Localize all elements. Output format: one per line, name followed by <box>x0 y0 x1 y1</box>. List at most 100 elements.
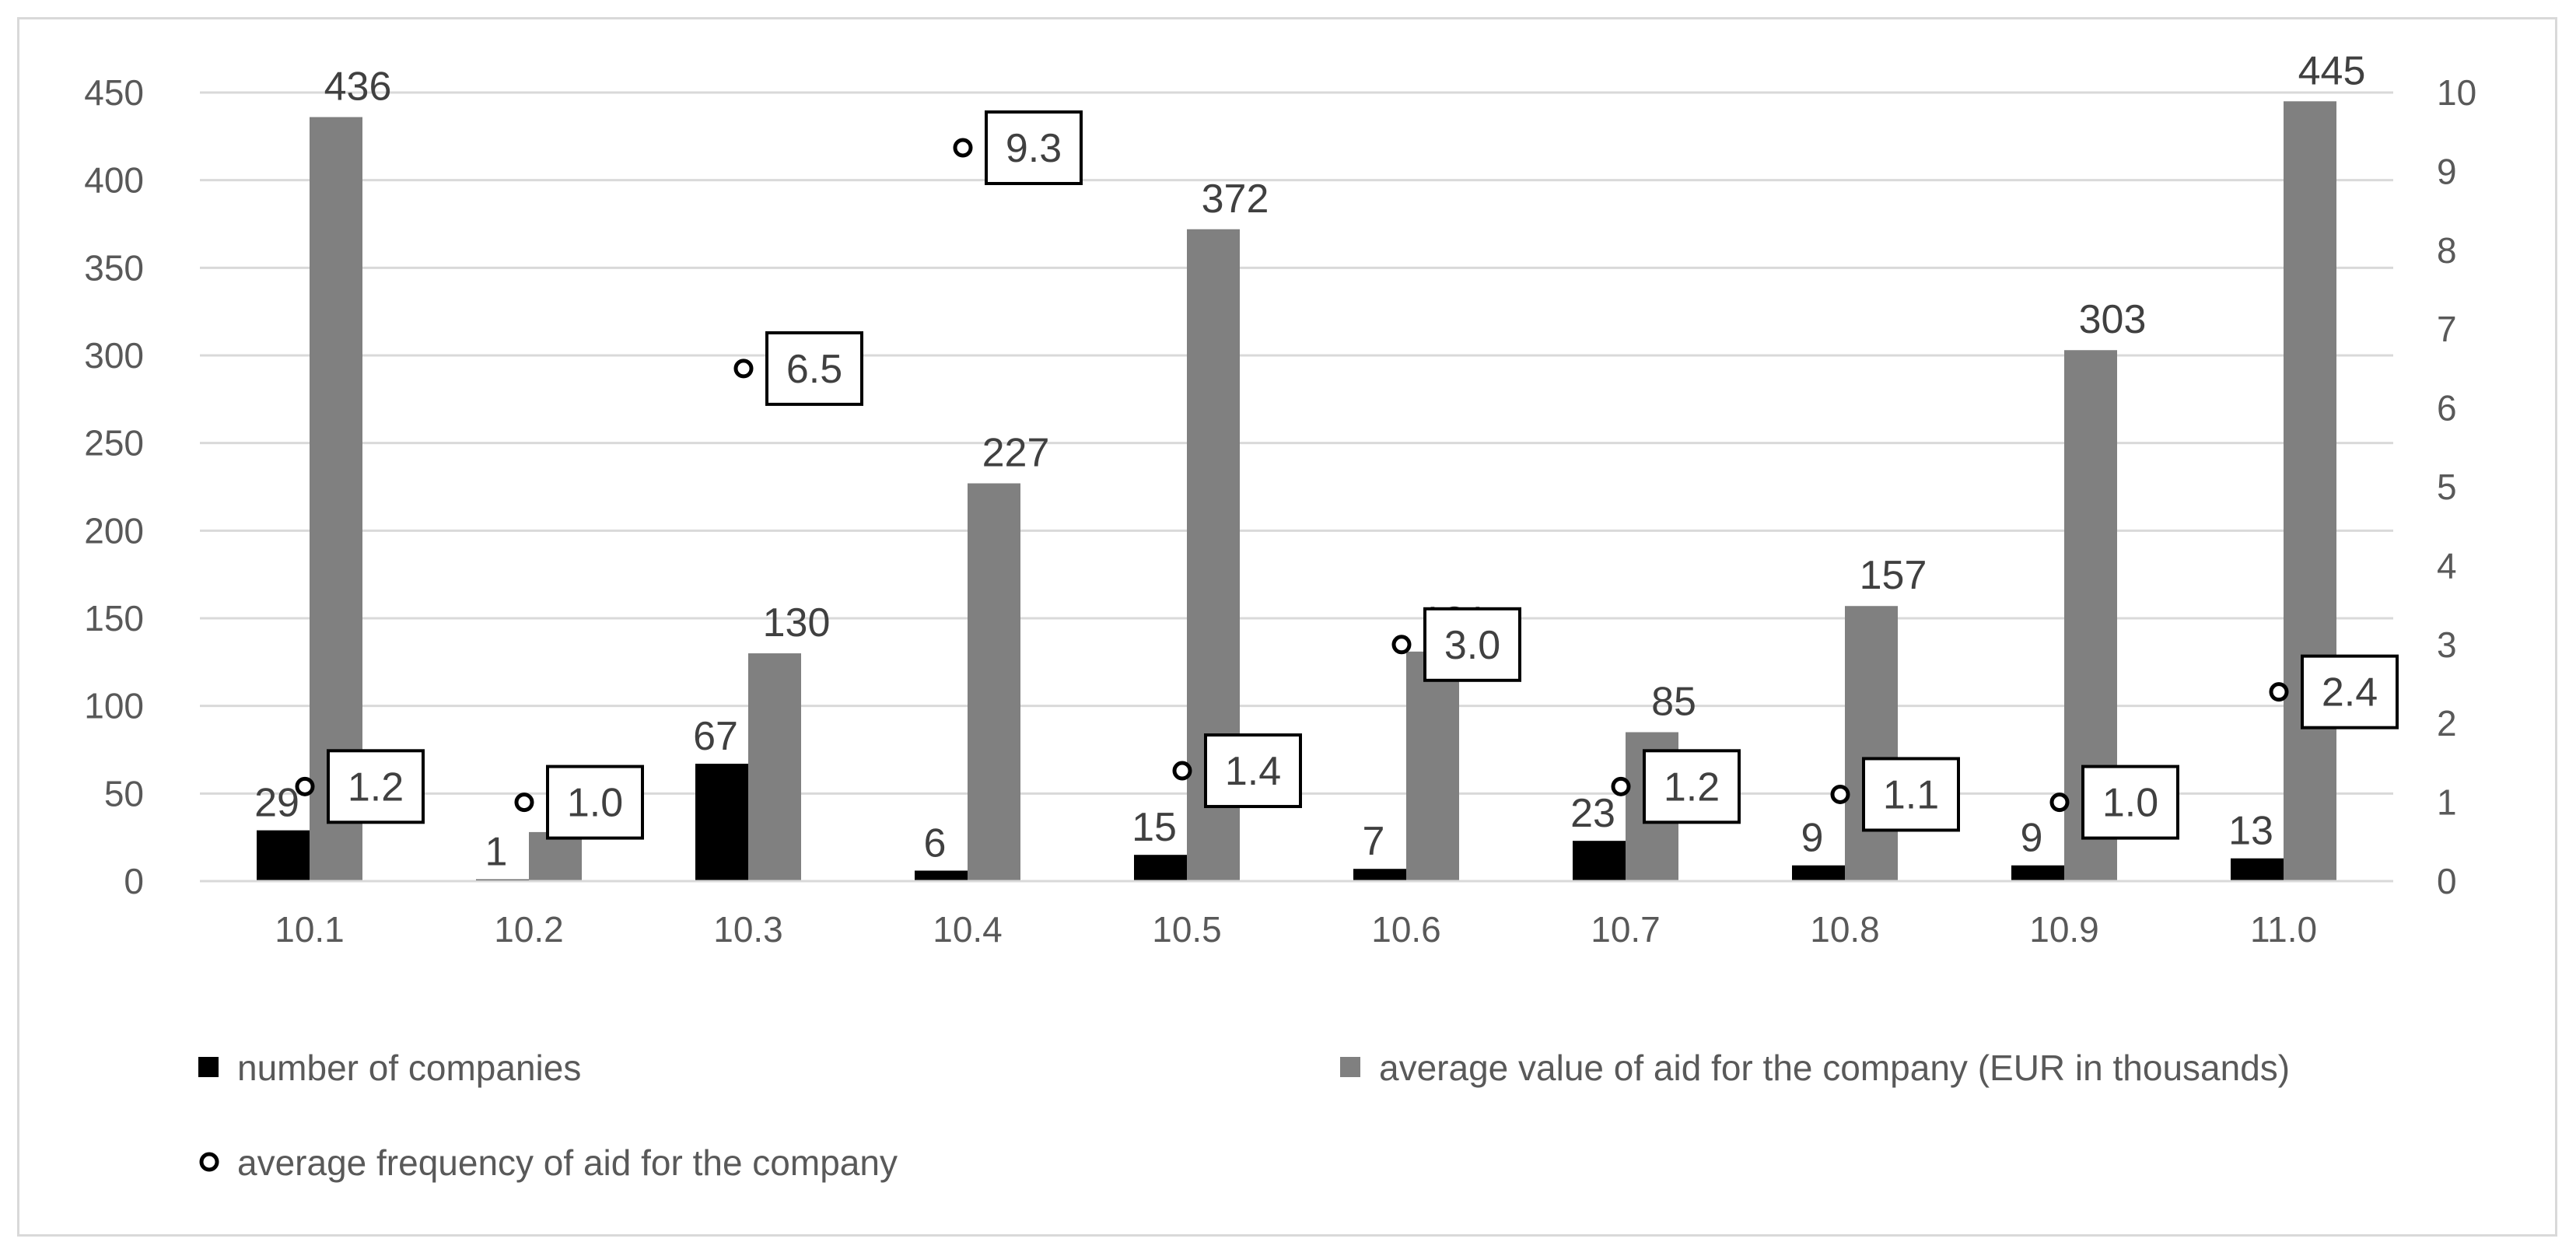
frequency-label-box <box>327 749 425 824</box>
data-label-companies: 9 <box>2021 816 2043 861</box>
data-label-companies: 13 <box>2228 809 2273 854</box>
legend-label-average-value: average value of aid for the company (EU… <box>1379 1048 2290 1088</box>
left-tick-label: 450 <box>84 72 144 113</box>
left-tick-label: 400 <box>84 160 144 201</box>
right-tick-label: 8 <box>2437 230 2457 271</box>
data-label-frequency: 1.2 <box>1664 764 1720 810</box>
x-tick-label: 10.8 <box>1810 909 1880 950</box>
right-tick-label: 1 <box>2437 782 2457 823</box>
left-tick-label: 50 <box>104 773 144 813</box>
x-tick-label: 10.4 <box>933 909 1003 950</box>
data-label-frequency: 3.0 <box>1444 623 1500 668</box>
bar-average-value <box>2284 101 2336 881</box>
chart-frame: 0 50 100 150 200 250 300 350 400 450 0 1 2 3 4 5 6 7 8 9 10… <box>17 17 2557 1237</box>
point-frequency <box>2049 792 2070 813</box>
right-tick-label: 4 <box>2437 545 2457 586</box>
frequency-label-box <box>765 331 863 406</box>
bar-average-value <box>748 653 801 881</box>
legend-swatch-average-value <box>1340 1057 1360 1077</box>
point-frequency <box>1172 761 1192 781</box>
data-labels: 2943612867130622715372713123859157930313… <box>254 48 2365 874</box>
legend-label-frequency: average frequency of aid for the company <box>237 1142 898 1183</box>
left-tick-label: 200 <box>84 510 144 551</box>
left-tick-label: 250 <box>84 423 144 464</box>
right-tick-label: 10 <box>2437 72 2476 113</box>
right-y-axis: 0 1 2 3 4 5 6 7 8 9 10 <box>2437 72 2476 901</box>
data-label-frequency: 1.2 <box>348 764 404 810</box>
point-frequency <box>1391 635 1412 655</box>
x-tick-label: 10.2 <box>494 909 564 950</box>
legend-swatch-companies <box>198 1057 219 1077</box>
left-tick-label: 100 <box>84 686 144 726</box>
bar-number-of-companies <box>1353 869 1406 881</box>
data-label-average-value: 157 <box>1860 553 1927 598</box>
x-tick-label: 10.3 <box>713 909 783 950</box>
bar-number-of-companies <box>2231 858 2284 881</box>
right-tick-label: 7 <box>2437 309 2457 349</box>
frequency-label-box <box>1423 607 1521 682</box>
data-label-frequency: 2.4 <box>2322 670 2378 715</box>
legend-label-companies: number of companies <box>237 1048 581 1088</box>
left-tick-label: 300 <box>84 335 144 376</box>
data-label-companies: 23 <box>1570 791 1615 836</box>
bar-average-value <box>1406 651 1459 881</box>
data-label-companies: 29 <box>254 781 299 826</box>
bar-number-of-companies <box>257 830 310 881</box>
data-label-average-value: 372 <box>1202 177 1269 222</box>
x-axis: 10.1 10.2 10.3 10.4 10.5 10.6 10.7 10.8 10.9 11.0 <box>200 880 2393 950</box>
left-tick-label: 350 <box>84 247 144 288</box>
data-label-frequency: 1.0 <box>2102 781 2158 826</box>
bar-average-value <box>529 831 582 881</box>
frequency-label-box <box>1643 749 1741 824</box>
bar-number-of-companies <box>695 764 748 881</box>
right-tick-label: 3 <box>2437 625 2457 665</box>
frequency-label-box <box>1862 757 1960 832</box>
frequency-points: 1.2 1.0 6.5 9.3 1.4 3.0 1.2 1.1 1.0 2.4 <box>295 110 2399 840</box>
x-tick-label: 11.0 <box>2250 909 2317 950</box>
data-label-companies: 1 <box>485 830 508 875</box>
data-label-frequency: 1.0 <box>567 781 623 826</box>
frequency-label-box <box>2301 654 2399 729</box>
right-tick-label: 9 <box>2437 151 2457 191</box>
data-label-average-value: 445 <box>2298 48 2366 93</box>
right-tick-label: 6 <box>2437 388 2457 429</box>
data-label-average-value: 227 <box>982 430 1050 475</box>
point-frequency <box>953 138 973 158</box>
right-tick-label: 5 <box>2437 467 2457 507</box>
right-tick-label: 0 <box>2437 861 2457 901</box>
frequency-label-box <box>2081 764 2179 840</box>
data-label-frequency: 9.3 <box>1006 126 1062 171</box>
bar-number-of-companies <box>1573 841 1626 881</box>
legend: number of companies average value of aid… <box>198 1048 2290 1183</box>
left-tick-label: 0 <box>124 861 144 901</box>
bar-number-of-companies <box>915 870 968 881</box>
data-label-average-value: 130 <box>763 600 831 645</box>
x-tick-label: 10.7 <box>1591 909 1661 950</box>
bar-average-value <box>1845 606 1898 881</box>
legend-marker-frequency <box>199 1152 219 1172</box>
frequency-label-box <box>985 110 1083 185</box>
left-y-axis: 0 50 100 150 200 250 300 350 400 450 <box>84 72 144 901</box>
bar-average-value <box>968 483 1020 881</box>
x-tick-label: 10.5 <box>1152 909 1222 950</box>
point-frequency <box>514 792 534 813</box>
data-label-frequency: 1.4 <box>1225 749 1281 794</box>
data-label-average-value: 436 <box>324 65 392 110</box>
data-label-average-value: 85 <box>1651 679 1696 724</box>
frequency-label-box <box>1204 733 1302 809</box>
bar-number-of-companies <box>2011 865 2064 881</box>
point-frequency <box>733 359 754 379</box>
left-tick-label: 150 <box>84 598 144 638</box>
data-label-frequency: 6.5 <box>786 347 842 392</box>
data-label-frequency: 1.1 <box>1883 772 1939 817</box>
data-label-companies: 67 <box>693 714 738 759</box>
data-label-companies: 6 <box>924 820 947 866</box>
x-tick-label: 10.9 <box>2029 909 2099 950</box>
bar-number-of-companies <box>1792 865 1845 881</box>
x-tick-label: 10.1 <box>275 909 345 950</box>
data-label-companies: 9 <box>1801 816 1824 861</box>
point-frequency <box>295 776 315 796</box>
frequency-label-box <box>546 764 644 840</box>
gridlines <box>200 91 2393 795</box>
